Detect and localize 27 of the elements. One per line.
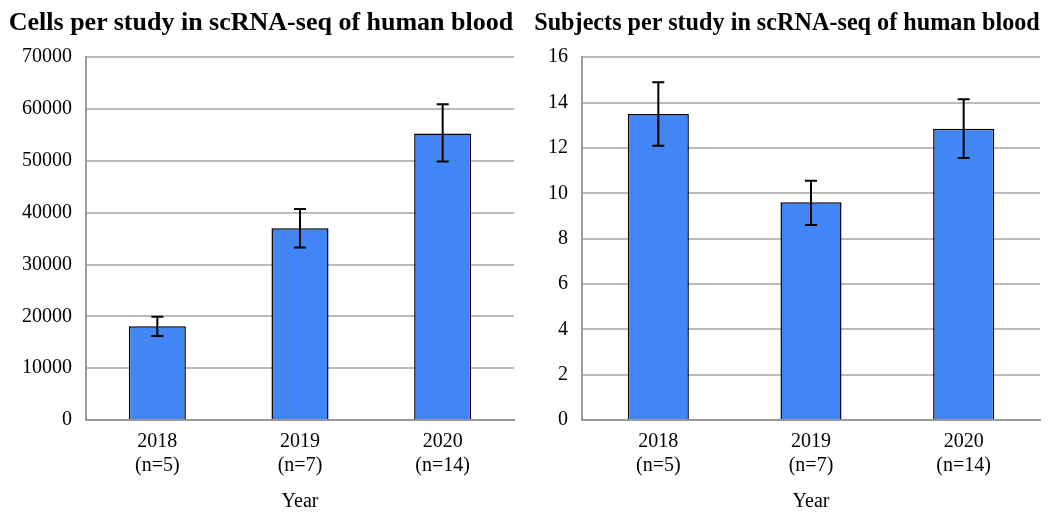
y-tick-label: 0 [62,407,72,430]
x-tick-label: 2020 (n=14) [936,429,991,477]
x-tick-label: 2019 (n=7) [277,429,323,477]
y-tick-label: 10000 [22,355,72,378]
y-tick-label: 12 [548,135,568,158]
y-tick-label: 0 [558,407,568,430]
y-tick-label: 20000 [22,303,72,326]
y-tick-label: 40000 [22,199,72,222]
x-tick-label: 2019 (n=7) [788,429,834,477]
y-tick-label: 16 [548,44,568,67]
x-axis-title: Year [792,489,830,512]
y-tick-label: 50000 [22,148,72,171]
y-tick-label: 2 [558,361,568,384]
chart-title: Subjects per study in scRNA-seq of human blood [534,7,1040,36]
y-tick-label: 10 [548,180,568,203]
y-tick-label: 60000 [22,96,72,119]
y-tick-label: 6 [558,271,568,294]
x-axis-title: Year [281,489,319,512]
chart-title: Cells per study in scRNA-seq of human blood [8,7,514,37]
y-tick-label: 8 [558,225,568,248]
y-tick-label: 30000 [22,251,72,274]
x-tick-label: 2018 (n=5) [636,429,681,477]
x-tick-label: 2018 (n=5) [135,429,180,477]
y-tick-label: 4 [558,316,568,339]
y-tick-label: 70000 [22,44,72,67]
y-tick-label: 14 [548,89,568,112]
x-tick-label: 2020 (n=14) [415,429,470,477]
